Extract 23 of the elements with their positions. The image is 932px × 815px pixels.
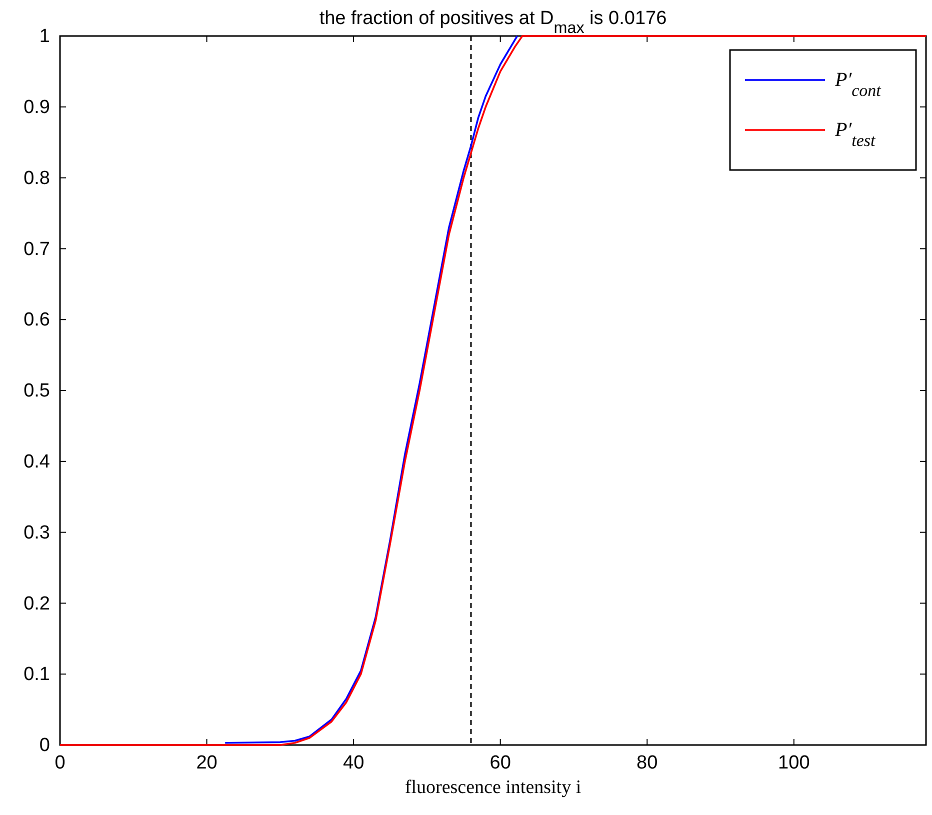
x-tick-label: 100 — [778, 752, 810, 774]
y-tick-label: 0.9 — [24, 96, 50, 118]
y-tick-label: 0.1 — [24, 664, 50, 686]
x-tick-label: 60 — [490, 752, 511, 774]
y-tick-label: 0 — [39, 735, 50, 756]
chart-title: the fraction of positives at D$_{max}$ is 0.0176 — [319, 8, 667, 37]
y-tick-label: 0.5 — [24, 380, 50, 402]
y-tick-label: 0.2 — [24, 593, 50, 614]
legend-label: P′$_{cont}$ — [834, 69, 882, 100]
y-tick-label: 0.6 — [24, 310, 50, 331]
x-tick-label: 20 — [196, 752, 218, 774]
x-tick-label: 0 — [54, 752, 66, 774]
x-axis-title: fluorescence intensity i — [404, 777, 582, 798]
x-tick-label: 80 — [636, 752, 658, 774]
y-tick-label: 0.4 — [24, 451, 50, 472]
y-tick-label: 0.3 — [24, 522, 50, 544]
y-tick-label: 1 — [39, 26, 50, 48]
legend-label: P′$_{test}$ — [834, 119, 876, 150]
line-series — [224, 35, 518, 744]
x-tick-label: 40 — [342, 752, 364, 774]
y-tick-label: 0.8 — [24, 168, 50, 189]
y-tick-label: 0.7 — [24, 238, 50, 260]
line-series — [59, 35, 927, 746]
